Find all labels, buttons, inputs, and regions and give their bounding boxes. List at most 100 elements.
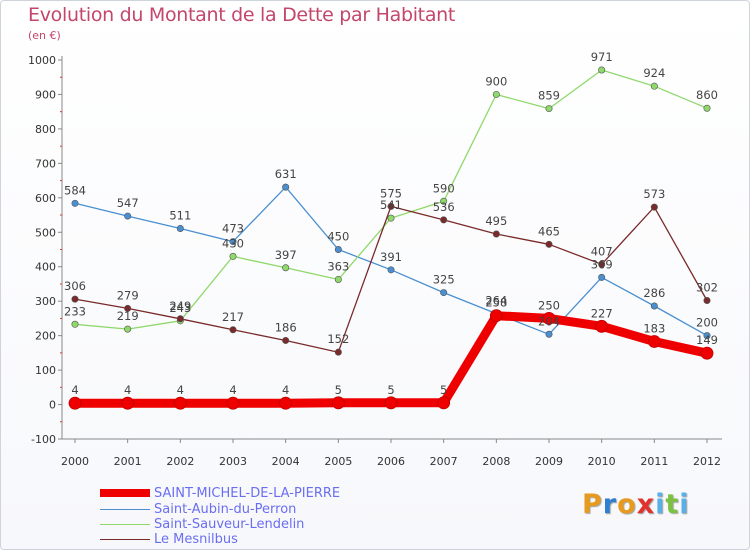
series-0-point [279, 396, 293, 410]
legend-item-saint-sauveur: Saint-Sauveur-Lendelin [100, 516, 304, 532]
series-1-point [71, 199, 79, 207]
series-3-point [545, 240, 553, 248]
x-tick-label: 2006 [377, 455, 405, 468]
series-3-data-label: 306 [64, 279, 86, 293]
logo-letter: P [582, 489, 603, 520]
series-0-data-label: 4 [71, 383, 78, 397]
x-tick-label: 2009 [535, 455, 563, 468]
chart-title: Evolution du Montant de la Dette par Hab… [28, 4, 456, 26]
x-tick-label: 2010 [588, 455, 616, 468]
legend-label-saint-aubin: Saint-Aubin-du-Perron [154, 501, 297, 517]
series-2-data-label: 859 [538, 89, 560, 103]
series-0-point [384, 396, 398, 410]
legend-item-saint-michel: SAINT-MICHEL-DE-LA-PIERRE [100, 485, 340, 501]
series-0-data-label: 4 [177, 383, 184, 397]
series-3-point [492, 230, 500, 238]
chart-unit-label: (en €) [28, 29, 61, 42]
series-labels: 584 547 511 473 631 450 391 325 264 204 369 286 200 2… [64, 50, 718, 397]
proxiti-logo: Proxiti [582, 489, 690, 520]
series-3-data-label: 495 [485, 214, 507, 228]
series-2-point [334, 275, 342, 283]
series-3-data-label: 465 [538, 224, 560, 238]
series-3-point [440, 216, 448, 224]
series-1-point [124, 212, 132, 220]
series-2-point [124, 325, 132, 333]
y-tick-label: 0 [49, 399, 56, 412]
series-2-point [71, 320, 79, 328]
series-1-data-label: 369 [591, 257, 613, 271]
series-3-data-label: 536 [433, 200, 455, 214]
series-0-point [647, 335, 661, 348]
series-2-data-label: 900 [485, 74, 507, 88]
series-1-point [650, 302, 658, 310]
series-1-data-label: 325 [433, 273, 455, 287]
logo-letter: i [655, 489, 666, 520]
series-2-data-label: 219 [117, 309, 139, 323]
y-tick-label: 1000 [28, 54, 56, 67]
series-0-data-label: 227 [591, 306, 613, 320]
series-2-point [492, 90, 500, 98]
x-tick-label: 2002 [166, 455, 194, 468]
series-1-point [334, 246, 342, 254]
series-1-point [229, 238, 237, 246]
logo-letter: i [679, 489, 690, 520]
series-0-point [226, 396, 240, 410]
legend-label-saint-sauveur: Saint-Sauveur-Lendelin [154, 516, 305, 532]
y-tick-label: 300 [35, 295, 56, 308]
x-tick-label: 2012 [693, 455, 721, 468]
series-2-point [387, 214, 395, 222]
series-points [68, 66, 714, 410]
x-tick-label: 2004 [272, 455, 300, 468]
y-tick-label: 700 [35, 157, 56, 170]
series-0-data-label: 5 [387, 383, 394, 397]
series-0-data-label: 183 [643, 321, 665, 335]
y-tick-label: 200 [35, 330, 56, 343]
x-tick-label: 2011 [640, 455, 668, 468]
series-lines [70, 69, 712, 408]
series-0-data-label: 149 [696, 333, 718, 347]
chart-axes: -100 0 100 200 300 400 500 600 700 800 900 1000 2000… [28, 54, 722, 468]
legend-label-le-mesnilbus: Le Mesnilbus [154, 531, 238, 547]
series-0-data-label: 250 [538, 298, 560, 312]
series-2-point [282, 264, 290, 272]
y-tick-label: -100 [31, 433, 56, 446]
series-0-data-label: 4 [229, 383, 236, 397]
legend-label-saint-michel: SAINT-MICHEL-DE-LA-PIERRE [154, 485, 341, 501]
series-1-data-label: 584 [64, 183, 86, 197]
y-tick-label: 900 [35, 88, 56, 101]
series-1-data-label: 473 [222, 222, 244, 236]
y-tick-label: 100 [35, 364, 56, 377]
series-0-point [68, 396, 82, 410]
series-0-point [700, 346, 714, 360]
series-0-data-label: 4 [124, 383, 131, 397]
x-tick-label: 2000 [61, 455, 89, 468]
series-0-point [121, 396, 135, 410]
x-tick-label: 2003 [219, 455, 247, 468]
series-1-point [545, 330, 553, 338]
series-2-point [650, 82, 658, 90]
series-3-point [124, 304, 132, 312]
legend-swatch-saint-michel [100, 489, 150, 497]
x-tick-label: 2007 [430, 455, 458, 468]
legend-item-le-mesnilbus: Le Mesnilbus [100, 531, 238, 547]
series-3-point [282, 336, 290, 344]
series-2-point [598, 66, 606, 74]
y-tick-label: 800 [35, 123, 56, 136]
series-2-data-label: 430 [222, 236, 244, 250]
series-3-point [176, 315, 184, 323]
series-2-data-label: 590 [433, 181, 455, 195]
series-2-data-label: 860 [696, 88, 718, 102]
series-3-point [598, 260, 606, 268]
x-tick-label: 2001 [114, 455, 142, 468]
logo-letter: r [602, 489, 618, 520]
legend-swatch-saint-sauveur [100, 523, 150, 525]
series-1-point [598, 273, 606, 281]
series-3-point [334, 348, 342, 356]
series-1-data-label: 391 [380, 250, 402, 264]
series-0-point [595, 319, 609, 333]
series-0-data-label: 5 [440, 383, 447, 397]
series-0-point [489, 309, 503, 323]
series-0-point [331, 396, 345, 410]
